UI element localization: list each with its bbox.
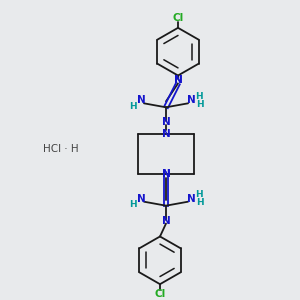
- Text: N: N: [162, 216, 170, 226]
- Text: N: N: [162, 117, 170, 127]
- Text: N: N: [162, 169, 170, 179]
- Text: H: H: [195, 92, 203, 101]
- Text: N: N: [187, 194, 195, 204]
- Text: N: N: [187, 95, 195, 105]
- Text: Cl: Cl: [154, 289, 166, 299]
- Text: N: N: [162, 169, 170, 179]
- Text: H: H: [196, 198, 204, 207]
- Text: N: N: [174, 76, 182, 85]
- Text: N: N: [174, 76, 182, 85]
- Text: · H: · H: [61, 144, 79, 154]
- Text: Cl: Cl: [172, 13, 184, 23]
- Text: N: N: [136, 194, 146, 204]
- Text: H: H: [196, 100, 204, 109]
- Text: HCl: HCl: [43, 144, 61, 154]
- Text: H: H: [195, 190, 203, 199]
- Text: H: H: [129, 102, 137, 111]
- Text: H: H: [129, 200, 137, 209]
- Text: N: N: [162, 129, 170, 139]
- Text: N: N: [136, 95, 146, 105]
